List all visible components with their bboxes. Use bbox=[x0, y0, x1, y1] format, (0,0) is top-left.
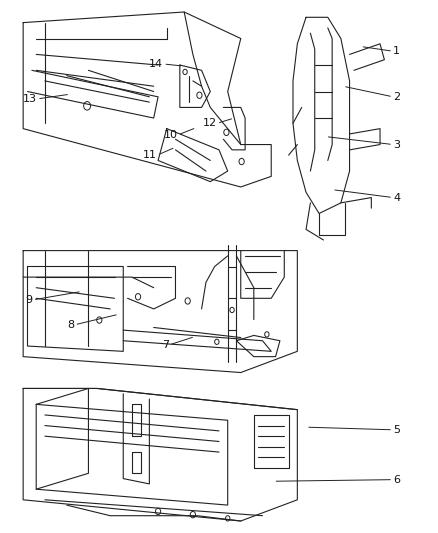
Text: 1: 1 bbox=[393, 46, 400, 56]
Text: 10: 10 bbox=[164, 130, 178, 140]
Text: 9: 9 bbox=[25, 295, 33, 305]
Text: 8: 8 bbox=[67, 320, 74, 330]
Text: 5: 5 bbox=[393, 425, 400, 435]
Text: 2: 2 bbox=[393, 92, 400, 102]
Text: 12: 12 bbox=[203, 118, 217, 128]
Text: 11: 11 bbox=[143, 150, 157, 160]
Text: 4: 4 bbox=[393, 192, 400, 203]
Text: 14: 14 bbox=[149, 59, 163, 69]
Text: 13: 13 bbox=[23, 94, 37, 104]
Text: 6: 6 bbox=[393, 475, 400, 484]
Text: 7: 7 bbox=[162, 340, 169, 350]
Text: 3: 3 bbox=[393, 140, 400, 150]
